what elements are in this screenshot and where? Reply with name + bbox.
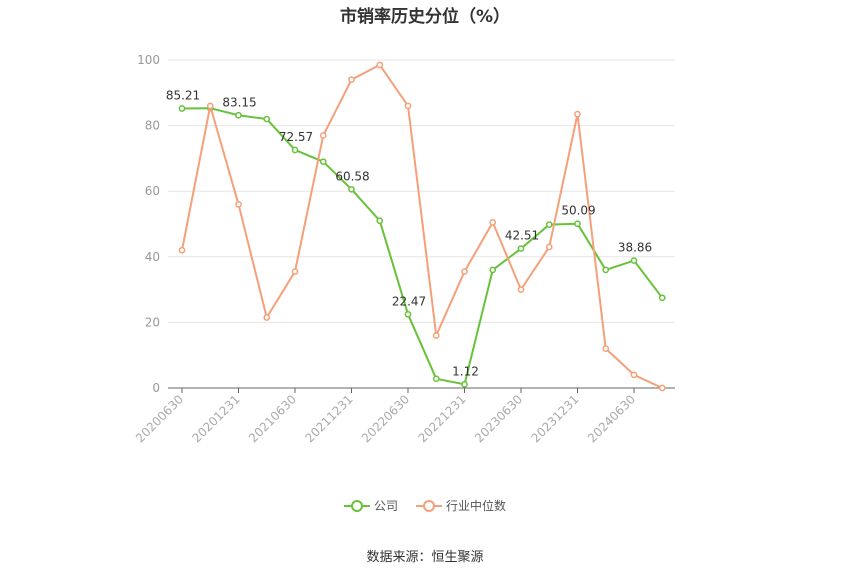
x-tick-label: 20200630 [133, 392, 186, 445]
x-tick-label: 20230630 [472, 392, 525, 445]
data-label: 85.21 [166, 89, 200, 103]
series-line-1 [181, 63, 663, 389]
x-tick-label: 20240630 [585, 392, 638, 445]
data-point [602, 345, 610, 352]
data-point [489, 266, 497, 274]
x-tick-label: 20211231 [303, 392, 356, 445]
data-point [263, 115, 271, 123]
y-tick-label: 20 [145, 315, 160, 329]
data-point [602, 266, 610, 274]
data-point [404, 310, 412, 318]
grid-lines [168, 59, 675, 323]
x-tick-label: 20220630 [359, 392, 412, 445]
series-lines [178, 61, 666, 392]
y-tick-label: 80 [145, 119, 160, 133]
data-point [235, 111, 242, 119]
chart-title: 市销率历史分位（%） [339, 7, 511, 27]
data-label: 72.57 [279, 130, 313, 144]
data-point [376, 61, 384, 69]
data-point [263, 314, 271, 321]
legend-company-swatch-icon [343, 499, 370, 512]
data-point [319, 158, 327, 166]
legend: 公司 行业中位数 [0, 497, 850, 514]
x-tick-label: 20221231 [416, 392, 469, 445]
data-point [545, 243, 553, 251]
data-point [178, 246, 186, 254]
data-point [489, 219, 497, 226]
y-tick-label: 60 [145, 184, 160, 198]
data-point [376, 217, 384, 225]
y-tick-label: 0 [152, 381, 160, 395]
data-point [291, 146, 299, 154]
data-point [235, 200, 242, 208]
data-label: 42.51 [505, 229, 539, 243]
data-point [630, 371, 638, 379]
data-point [658, 294, 666, 302]
data-labels: 85.21 83.15 72.57 60.58 22.47 1.12 42.51 50.09 3… [166, 89, 652, 379]
data-label: 50.09 [561, 204, 595, 218]
data-point [545, 221, 553, 229]
data-point [206, 102, 214, 110]
data-point [658, 384, 666, 392]
data-point [574, 220, 581, 228]
data-label: 38.86 [618, 241, 652, 255]
data-point [404, 102, 412, 110]
series-line-0 [181, 107, 664, 386]
data-point [630, 257, 638, 264]
data-point [517, 245, 525, 252]
legend-industry-label: 行业中位数 [446, 499, 507, 513]
data-label: 60.58 [335, 169, 369, 183]
data-point [461, 380, 468, 388]
data-label: 83.15 [222, 95, 256, 109]
data-point [432, 332, 440, 339]
y-tick-label: 100 [137, 53, 160, 67]
data-point [291, 268, 299, 275]
legend-company-label: 公司 [373, 499, 398, 513]
data-point [517, 286, 525, 293]
legend-industry-swatch-icon [416, 499, 442, 512]
y-tick-label: 40 [145, 250, 160, 264]
data-point [348, 185, 355, 193]
data-point [319, 132, 327, 139]
x-tick-label: 20201231 [190, 392, 243, 445]
source-note: 数据来源：恒生聚源 [366, 550, 484, 565]
data-point [461, 268, 468, 275]
x-tick-label: 20231231 [529, 392, 582, 445]
data-point [574, 110, 581, 118]
legend-item-company[interactable]: 公司 [343, 497, 398, 514]
data-point [178, 105, 186, 112]
x-tick-label: 20210630 [246, 392, 299, 445]
data-label: 22.47 [392, 294, 426, 308]
data-point [348, 76, 355, 84]
data-point [432, 375, 440, 383]
data-label: 1.12 [452, 364, 479, 378]
legend-item-industry-median[interactable]: 行业中位数 [416, 497, 506, 514]
